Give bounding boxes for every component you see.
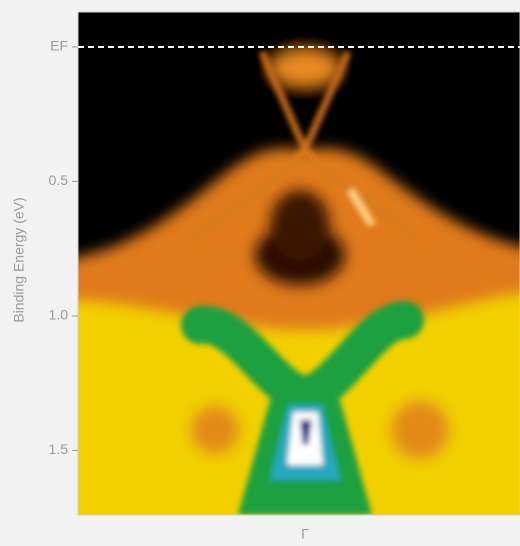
y-tick-label: 0.5: [49, 172, 69, 188]
y-tick-label: EF: [50, 38, 68, 54]
x-axis-label: Γ: [301, 526, 309, 542]
chart: Binding Energy (eV) Γ EF 0.5 1.0 1.5: [0, 0, 520, 546]
y-tick-label: 1.0: [49, 307, 69, 323]
y-tick-label: 1.5: [49, 441, 69, 457]
y-axis-label: Binding Energy (eV): [11, 197, 27, 322]
intensity-map: [60, 0, 520, 530]
page: Binding Energy (eV) Γ EF0.51.01.5 (() =>…: [0, 0, 520, 546]
